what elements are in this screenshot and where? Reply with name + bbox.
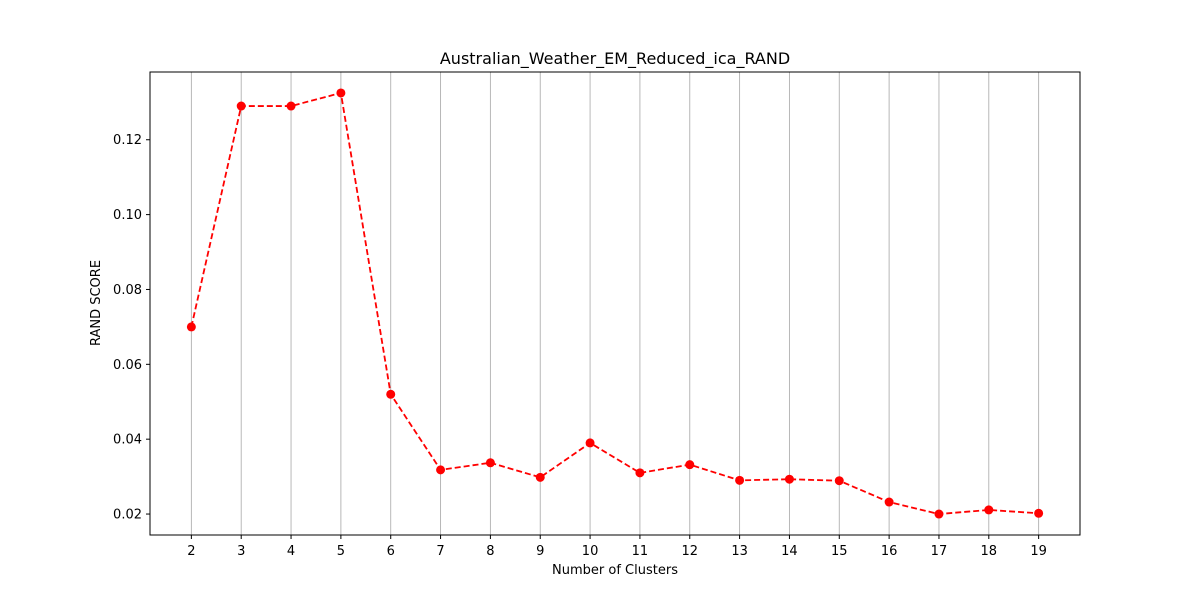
plot-frame	[149, 71, 1081, 536]
x-tick-label: 12	[681, 544, 698, 559]
y-tick-label: 0.06	[113, 358, 142, 373]
x-tick-label: 7	[436, 544, 444, 559]
x-axis-ticks: 2 3 4 5 6 7 8 9 10 11 12 13 14 15 16 17 18 19	[187, 535, 1047, 559]
data-point	[386, 389, 396, 399]
data-point	[984, 505, 994, 515]
chart-title: Australian_Weather_EM_Reduced_ica_RAND	[440, 49, 790, 69]
y-tick-label: 0.10	[113, 208, 142, 223]
x-tick-label: 17	[931, 544, 948, 559]
x-tick-label: 18	[981, 544, 998, 559]
data-point	[934, 509, 944, 519]
data-point	[685, 460, 695, 470]
data-point	[336, 88, 346, 98]
data-point	[884, 497, 894, 507]
x-tick-label: 11	[632, 544, 649, 559]
grid-lines	[190, 72, 1040, 535]
x-tick-label: 8	[486, 544, 494, 559]
data-point	[834, 476, 844, 486]
data-point	[236, 101, 246, 111]
x-tick-label: 9	[536, 544, 544, 559]
y-tick-label: 0.02	[113, 508, 142, 523]
series-layer	[186, 88, 1044, 519]
series-line	[190, 91, 1039, 515]
data-point	[1034, 508, 1044, 518]
data-point	[186, 322, 196, 332]
y-tick-label: 0.04	[113, 433, 142, 448]
x-tick-label: 4	[287, 544, 295, 559]
x-tick-label: 6	[387, 544, 395, 559]
x-tick-label: 16	[881, 544, 898, 559]
x-tick-label: 10	[582, 544, 599, 559]
x-tick-label: 15	[831, 544, 848, 559]
data-point	[436, 465, 446, 475]
x-axis-label: Number of Clusters	[552, 563, 678, 578]
x-tick-label: 13	[731, 544, 748, 559]
x-tick-label: 2	[187, 544, 195, 559]
data-point	[735, 475, 745, 485]
y-axis-label: RAND SCORE	[89, 260, 104, 346]
data-point	[784, 474, 794, 484]
x-tick-label: 19	[1030, 544, 1047, 559]
data-point	[585, 438, 595, 448]
x-tick-label: 5	[337, 544, 345, 559]
data-point	[535, 472, 545, 482]
x-tick-label: 3	[237, 544, 245, 559]
x-tick-label: 14	[781, 544, 798, 559]
y-tick-label: 0.12	[113, 133, 142, 148]
y-axis-ticks: 0.02 0.04 0.06 0.08 0.10 0.12	[113, 133, 150, 523]
data-point	[485, 458, 495, 468]
data-point	[286, 101, 296, 111]
y-tick-label: 0.08	[113, 283, 142, 298]
data-point	[635, 468, 645, 478]
